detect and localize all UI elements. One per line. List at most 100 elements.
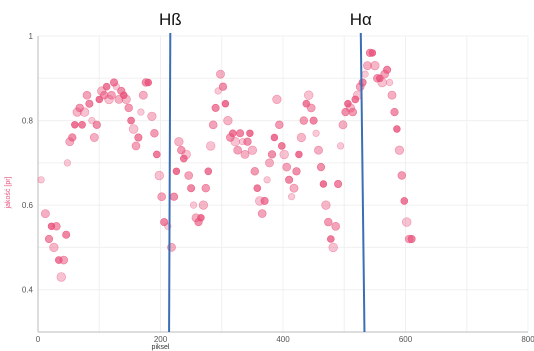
data-point [88,116,96,125]
data-point [128,124,139,134]
data-point [112,83,120,91]
y-tick-label: 0.8 [22,117,34,126]
data-point [153,150,161,159]
data-point [71,121,79,129]
data-point [296,132,307,143]
data-point [285,175,294,184]
data-point [334,180,343,189]
data-point [387,90,397,100]
data-point [230,137,240,147]
data-point [407,235,416,244]
data-point [246,129,254,138]
data-point [272,94,282,104]
data-point [85,99,94,108]
data-point [107,90,116,100]
data-point [138,90,148,100]
data-point [393,125,401,133]
data-point [172,167,181,176]
data-point [150,129,159,138]
data-point [204,167,213,176]
data-point [397,171,406,180]
data-point [288,193,296,201]
data-point [337,142,345,150]
data-point [321,200,331,210]
data-point [197,214,205,222]
data-point [68,133,77,142]
data-point [78,121,86,129]
data-point [282,162,292,172]
x-tick-label: 0 [36,335,41,344]
data-point [190,201,198,209]
data-point [263,176,271,184]
data-point [218,82,228,91]
data-point [137,108,145,116]
data-point [221,99,230,108]
data-point [157,192,166,201]
vertical-line-label: Hß [159,10,182,29]
data-point [198,200,208,210]
data-point [59,255,69,265]
x-axis-label: piksel [152,344,170,351]
data-point [181,149,191,160]
data-point [377,77,387,88]
data-point [348,107,357,117]
data-point [326,235,335,243]
data-point [257,209,267,218]
data-point [304,90,314,100]
data-point [306,103,316,113]
data-point [265,158,274,168]
vertical-line-label: Hα [350,10,372,29]
data-point [361,70,369,78]
x-tick-label: 200 [154,335,168,344]
data-point [187,184,196,193]
data-point [63,159,71,167]
data-point [44,234,54,244]
data-point [247,145,257,155]
y-tick-label: 0.6 [22,201,34,210]
data-point [267,150,277,159]
chart-points [37,48,416,282]
data-point [390,107,399,117]
data-point [328,242,338,253]
data-point [134,133,143,142]
data-point [295,150,303,159]
data-point [250,167,260,176]
data-point [236,129,245,138]
chart-grid [37,35,529,333]
data-point [309,116,318,125]
data-point [89,133,99,142]
data-point [299,116,308,125]
data-point [223,115,233,126]
data-point [338,120,348,130]
data-point [169,192,179,201]
data-point [289,183,299,193]
y-axis-label: jakość [pr] [5,176,12,209]
data-point [201,184,211,193]
data-point [383,65,392,74]
data-point [363,61,372,70]
data-point [92,120,101,129]
data-point [82,90,92,100]
data-point [216,69,225,79]
y-tick-label: 1 [29,32,34,41]
data-point [229,129,237,138]
data-point [243,137,252,146]
chart-axes [37,36,528,333]
data-point [277,142,286,150]
data-point [131,141,141,151]
data-point [79,107,90,117]
data-point [386,78,394,87]
data-point [233,145,242,155]
data-point [127,116,135,125]
data-point [324,217,333,227]
data-point [292,167,301,176]
data-point [147,111,157,121]
data-point [124,103,133,113]
data-point [62,230,71,239]
data-point [394,145,405,155]
x-tick-label: 400 [276,335,290,344]
data-point [206,141,216,151]
data-point [358,78,367,87]
